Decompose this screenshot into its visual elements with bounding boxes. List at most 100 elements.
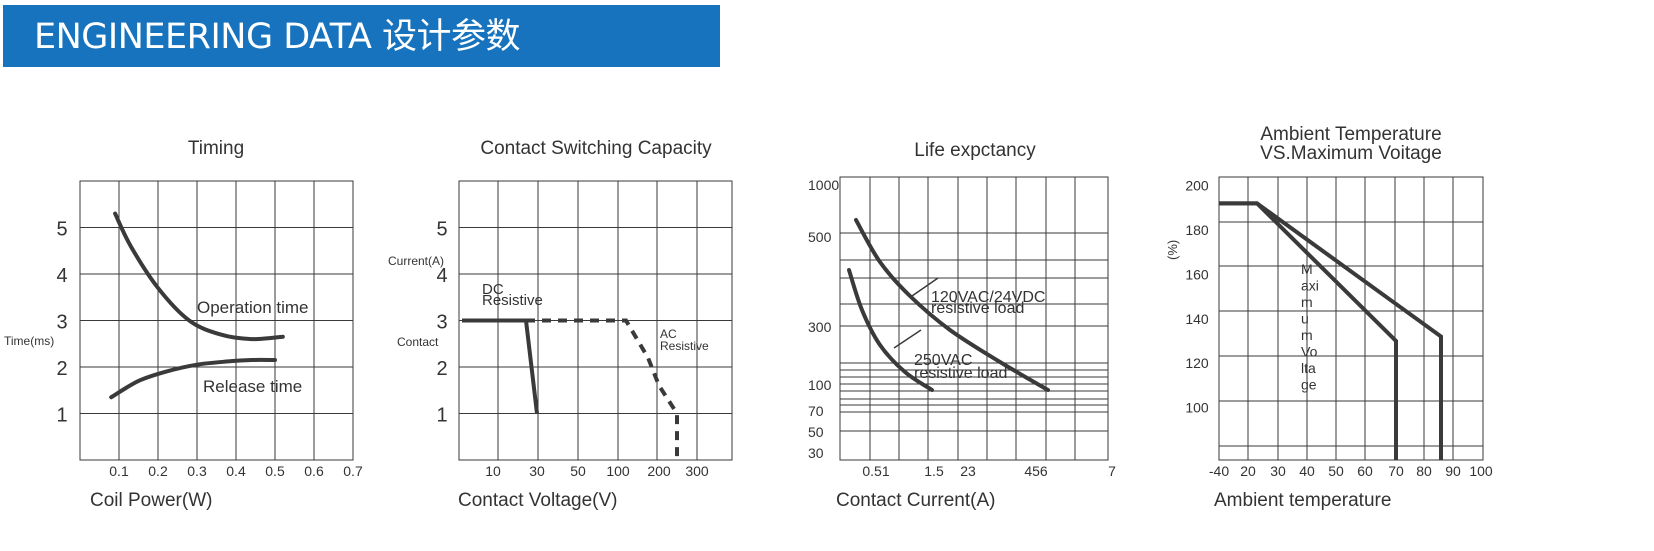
x-tick-label: 0.2 [148, 463, 168, 479]
x-tick-label: 80 [1416, 463, 1432, 479]
annotation-ac-resistive: Resistive [660, 339, 709, 353]
y-tick-label: 5 [436, 219, 447, 241]
x-tick-label: 60 [1357, 463, 1373, 479]
x-tick-label: 10 [485, 463, 501, 479]
annotation-250vac-load: resistive load [914, 365, 1007, 382]
series-line-release-time [109, 357, 277, 400]
series-line-120vac-24vdc [854, 218, 1050, 392]
chart-grid [1218, 176, 1484, 461]
y-tick-label: 3 [56, 312, 67, 334]
plot-frame [1218, 176, 1484, 461]
x-tick-label: 50 [570, 463, 586, 479]
vertical-label-fragment: m [1301, 294, 1313, 310]
y-tick-label: 500 [808, 229, 832, 245]
vertical-label-fragment: m [1301, 327, 1313, 343]
x-tick-label: 70 [1388, 463, 1404, 479]
y-tick-label: 3 [436, 312, 447, 334]
vertical-label-fragment: M [1301, 261, 1313, 277]
y-tick-label: 50 [808, 424, 824, 440]
vertical-label-fragment: lta [1301, 360, 1316, 376]
tick-labels: 10 30 50 100 200 300 1 2 3 4 5 [436, 219, 708, 480]
series-group [847, 218, 1050, 392]
vertical-label-fragment: Vo [1301, 344, 1318, 360]
x-tick-label: 100 [1469, 463, 1493, 479]
series-group [462, 318, 679, 460]
x-axis-label: Contact Voltage(V) [458, 490, 617, 511]
series-label-operation: Operation time [197, 298, 309, 317]
x-tick-label: 0.5 [265, 463, 285, 479]
y-axis-label: (%) [1165, 240, 1180, 260]
y-axis-label-side: Contact [397, 335, 439, 349]
x-tick-label: 456 [1024, 463, 1048, 479]
y-tick-label: 100 [808, 377, 832, 393]
chart-title: Timing [188, 138, 244, 159]
y-tick-label: 140 [1185, 311, 1209, 327]
annotation-dc: DC [482, 281, 504, 298]
ambient-temperature-chart: Ambient Temperature VS.Maximum Voitage -… [1165, 124, 1493, 511]
annotation-120vac-load: resistive load [931, 300, 1024, 317]
x-tick-label: 0.1 [109, 463, 129, 479]
x-tick-label: 90 [1445, 463, 1461, 479]
x-tick-label: 0.51 [862, 463, 889, 479]
y-tick-label: 200 [1185, 178, 1209, 194]
vertical-label-fragment: ge [1301, 377, 1317, 393]
series-group [1219, 201, 1443, 460]
annotation-arrow-250vac [893, 329, 922, 349]
x-tick-label: 40 [1299, 463, 1315, 479]
header-banner: ENGINEERING DATA 设计参数 [3, 5, 720, 67]
y-tick-label: 1 [436, 405, 447, 427]
x-tick-label: 20 [1240, 463, 1256, 479]
series-line-operation-time [113, 211, 285, 342]
y-tick-label: 4 [436, 265, 447, 287]
y-tick-label: 300 [808, 319, 832, 335]
chart-grid [839, 176, 1109, 461]
series-line-ac-resistive [526, 318, 679, 460]
series-line-86 [1219, 201, 1443, 460]
y-axis-label-top: Current(A) [388, 254, 444, 268]
series-group [109, 211, 285, 400]
switching-capacity-chart: Contact Switching Capacity 10 30 50 100 200 3… [388, 138, 733, 511]
x-tick-label: 50 [1328, 463, 1344, 479]
series-label-release: Release time [203, 377, 302, 396]
annotation-120vac: 120VAC/24VDC [931, 289, 1045, 306]
x-tick-label: 7 [1108, 463, 1116, 479]
y-tick-label: 4 [56, 265, 67, 287]
y-tick-label: 30 [808, 445, 824, 461]
annotation-ac: AC [660, 327, 677, 341]
chart-grid [79, 180, 354, 461]
y-tick-label: 5 [56, 219, 67, 241]
y-tick-label: 1000 [808, 177, 839, 193]
x-tick-label: -40 [1209, 463, 1229, 479]
y-tick-label: 1 [56, 405, 67, 427]
vertical-label-fragment: u [1301, 311, 1309, 327]
x-tick-label: 0.4 [226, 463, 246, 479]
tick-labels: 0.51 1.5 23 456 7 1000 500 300 100 70 50 30 [808, 177, 1116, 479]
x-tick-label: 30 [1270, 463, 1286, 479]
x-axis-label: Contact Current(A) [836, 490, 995, 511]
y-tick-label: 100 [1185, 400, 1209, 416]
x-axis-label: Ambient temperature [1214, 490, 1391, 511]
y-tick-label: 160 [1185, 266, 1209, 282]
chart-title: Contact Switching Capacity [480, 138, 712, 159]
y-tick-label: 120 [1185, 355, 1209, 371]
annotation-250vac: 250VAC [914, 352, 972, 369]
page-title: ENGINEERING DATA 设计参数 [34, 17, 521, 57]
annotation-dc-resistive: Resistive [482, 292, 543, 309]
x-tick-label: 30 [529, 463, 545, 479]
x-tick-label: 23 [960, 463, 976, 479]
x-tick-label: 300 [685, 463, 709, 479]
chart-title-line1: Ambient Temperature [1260, 124, 1441, 145]
x-axis-label: Coil Power(W) [90, 490, 212, 511]
x-tick-label: 1.5 [924, 463, 944, 479]
y-tick-label: 2 [56, 358, 67, 380]
timing-chart: Timing 0.1 0.2 0.3 0.4 0.5 0.6 0.7 1 2 3 4 5 Operat… [4, 138, 363, 511]
y-tick-label: 180 [1185, 222, 1209, 238]
y-axis-label: Time(ms) [4, 334, 54, 348]
y-tick-label: 2 [436, 358, 447, 380]
x-tick-label: 100 [606, 463, 630, 479]
life-expectancy-chart: Life expctancy 0.51 1.5 23 456 7 1000 500 300 10… [808, 140, 1116, 511]
plot-frame [839, 176, 1109, 461]
tick-labels: 0.1 0.2 0.3 0.4 0.5 0.6 0.7 1 2 3 4 5 [56, 219, 363, 480]
annotation-arrow-120vac [911, 277, 939, 297]
